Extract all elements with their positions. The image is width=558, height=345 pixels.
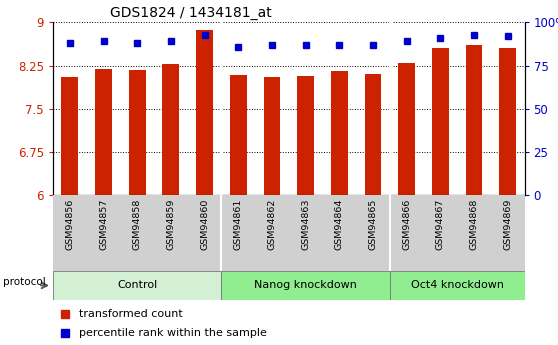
Text: GSM94865: GSM94865: [368, 199, 377, 250]
Bar: [364, 74, 381, 345]
Bar: [263, 77, 280, 345]
Text: GSM94864: GSM94864: [335, 199, 344, 250]
Text: GSM94856: GSM94856: [65, 199, 74, 250]
Bar: [95, 69, 112, 345]
Bar: [53, 272, 222, 299]
Bar: [432, 48, 449, 345]
Text: GSM94860: GSM94860: [200, 199, 209, 250]
Text: GSM94869: GSM94869: [503, 199, 512, 250]
Text: transformed count: transformed count: [79, 309, 182, 319]
Text: protocol: protocol: [3, 277, 46, 287]
Text: GSM94863: GSM94863: [301, 199, 310, 250]
Text: GSM94862: GSM94862: [267, 199, 276, 250]
Bar: [398, 63, 415, 345]
Text: GSM94858: GSM94858: [133, 199, 142, 250]
Bar: [61, 77, 78, 345]
Bar: [129, 70, 146, 345]
Text: GSM94857: GSM94857: [99, 199, 108, 250]
Bar: [162, 65, 179, 345]
Bar: [499, 48, 516, 345]
Text: GSM94867: GSM94867: [436, 199, 445, 250]
Bar: [222, 272, 390, 299]
Text: Nanog knockdown: Nanog knockdown: [254, 280, 357, 290]
Bar: [230, 75, 247, 345]
Text: Control: Control: [117, 280, 157, 290]
Text: GSM94859: GSM94859: [166, 199, 175, 250]
Text: GDS1824 / 1434181_at: GDS1824 / 1434181_at: [109, 6, 271, 20]
Text: percentile rank within the sample: percentile rank within the sample: [79, 328, 267, 338]
Text: GSM94861: GSM94861: [234, 199, 243, 250]
Bar: [465, 46, 483, 345]
Bar: [331, 71, 348, 345]
Text: GSM94868: GSM94868: [469, 199, 479, 250]
Text: Oct4 knockdown: Oct4 knockdown: [411, 280, 504, 290]
Text: GSM94866: GSM94866: [402, 199, 411, 250]
Bar: [390, 272, 525, 299]
Bar: [297, 77, 314, 345]
Bar: [196, 30, 213, 345]
